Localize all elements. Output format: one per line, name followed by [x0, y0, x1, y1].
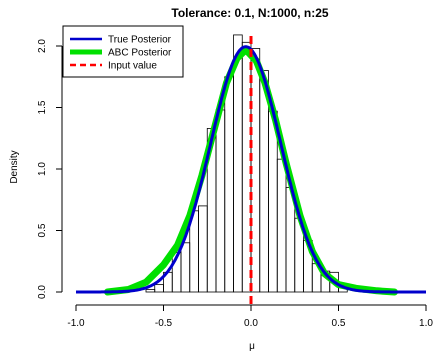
- legend-label: True Posterior: [108, 35, 172, 46]
- histogram-bar: [259, 70, 269, 293]
- legend-label: ABC Posterior: [108, 48, 172, 59]
- y-tick-label: 1.5: [37, 100, 48, 114]
- x-tick-label: 0.0: [244, 318, 258, 329]
- histogram-bar: [145, 289, 156, 293]
- x-tick-label: -1.0: [67, 318, 85, 329]
- histogram-bar: [224, 76, 234, 293]
- y-tick-label: 2.0: [37, 39, 48, 53]
- histogram-bar: [233, 34, 243, 293]
- legend-label: Input value: [108, 61, 157, 72]
- legend: True Posterior ABC Posterior Input value: [62, 25, 184, 78]
- y-tick-label: 0.5: [37, 223, 48, 237]
- x-tick-label: 1.0: [419, 318, 433, 329]
- chart-title: Tolerance: 0.1, N:1000, n:25: [171, 6, 329, 20]
- y-tick-label: 1.0: [37, 162, 48, 176]
- x-tick-label: 0.5: [332, 318, 346, 329]
- x-tick-label: -0.5: [155, 318, 173, 329]
- y-axis-label: Density: [9, 150, 20, 183]
- series-lines: [76, 36, 426, 304]
- x-axis-label: μ: [249, 341, 255, 352]
- histogram-bar: [276, 158, 287, 293]
- histogram-bar: [180, 242, 191, 293]
- histogram-bar: [198, 205, 208, 293]
- histogram-bar: [215, 109, 226, 293]
- histogram-bar: [268, 110, 278, 293]
- y-tick-label: 0.0: [37, 285, 48, 299]
- histogram-bar: [154, 284, 164, 293]
- axes: -1.0 -0.5 0.0 0.5 1.0 0.0 0.5 1.0 1.5 2.0: [37, 39, 433, 329]
